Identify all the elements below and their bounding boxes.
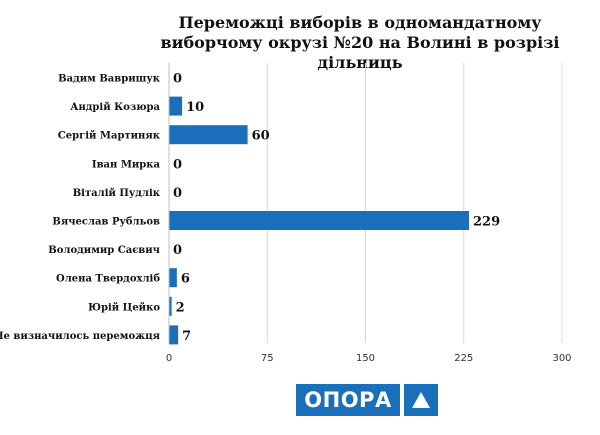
opora-logo: ОПОРА [296,384,438,416]
x-tick-label: 300 [552,353,571,364]
value-label: 0 [173,186,182,201]
x-tick-label: 225 [454,353,473,364]
x-tick-label: 75 [261,353,274,364]
triangle-icon [404,384,438,416]
bar-chart: 0 75 150 225 300 Вадим Вавришук 0 Андрій Козюра… [0,0,600,380]
bar [169,268,177,287]
category-label: Не визначилось переможця [0,331,161,342]
category-label: Віталій Пудлік [73,188,161,199]
value-label: 2 [176,300,185,315]
x-tick-label: 0 [166,353,172,364]
logo-wordmark: ОПОРА [296,384,400,416]
category-label: Сергій Мартиняк [58,131,161,142]
value-label: 7 [182,329,191,344]
value-label: 0 [173,72,182,87]
value-label: 10 [186,100,204,115]
bar [169,325,178,344]
category-label: Володимир Саєвич [48,245,160,256]
category-label: Юрій Цейко [88,302,160,313]
category-label: Іван Мирка [92,159,161,170]
category-label: Андрій Козюра [70,102,160,113]
bar [169,97,182,116]
value-label: 60 [252,129,270,144]
value-label: 0 [173,157,182,172]
value-label: 229 [473,215,500,230]
value-label: 0 [173,243,182,258]
category-label: Вадим Вавришук [58,74,161,85]
value-label: 6 [181,272,190,287]
x-tick-label: 150 [356,353,375,364]
category-label: Вячеслав Рубльов [52,217,160,228]
bar [169,125,248,144]
category-label: Олена Твердохліб [56,274,160,285]
bar [169,211,469,230]
